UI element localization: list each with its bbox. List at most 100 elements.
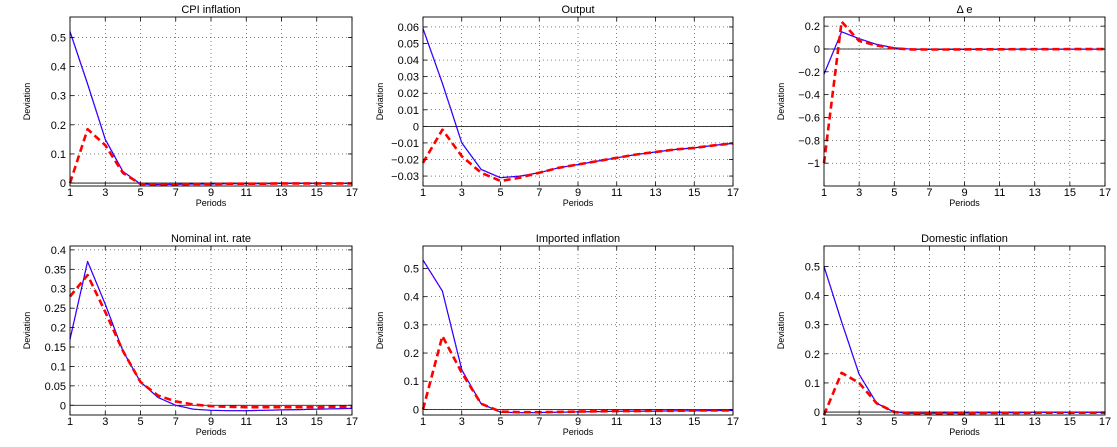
- subplot-3: 1 3 5 7 9 11 13 15 17−1−0.8−0.6−0.4−0.200.2Δ ePe…: [776, 4, 1111, 208]
- series-line-3: [822, 371, 1105, 416]
- x-tick-label: 3: [102, 416, 108, 428]
- x-tick-label: 5: [497, 187, 503, 199]
- series-line-3: [68, 273, 352, 409]
- y-tick-label: 0.1: [51, 149, 66, 161]
- y-axis-label: Deviation: [22, 312, 32, 350]
- x-tick-label: 15: [311, 416, 323, 428]
- y-tick-label: −0.4: [798, 90, 820, 102]
- y-tick-label: 0.1: [51, 361, 66, 373]
- x-tick-label: 7: [926, 416, 932, 428]
- y-tick-label: 0.2: [805, 21, 820, 33]
- y-tick-label: −1: [807, 158, 820, 170]
- series-line-2: [422, 28, 734, 179]
- x-tick-label: 5: [497, 416, 503, 428]
- x-tick-label: 11: [994, 416, 1005, 428]
- series-line-3: [822, 20, 1105, 164]
- chart-title: Nominal int. rate: [171, 233, 251, 245]
- y-tick-label: 0.04: [398, 55, 419, 67]
- x-tick-label: 3: [856, 187, 862, 199]
- y-tick-label: 0.3: [51, 284, 66, 296]
- y-axis-label: Deviation: [776, 83, 786, 121]
- series-line-1: [422, 28, 734, 179]
- y-axis-label: Deviation: [375, 83, 385, 121]
- y-tick-label: 0: [60, 400, 66, 412]
- y-tick-label: −0.2: [798, 67, 820, 79]
- y-tick-label: 0.02: [398, 88, 419, 100]
- y-tick-label: 0.01: [398, 105, 419, 117]
- chart-title: Imported inflation: [536, 233, 620, 245]
- x-tick-label: 1: [821, 187, 827, 199]
- x-tick-label: 13: [1029, 187, 1041, 199]
- y-tick-label: 0.06: [398, 22, 419, 34]
- y-tick-label: 0.05: [45, 381, 66, 393]
- series-line-3: [421, 128, 734, 183]
- x-tick-label: 3: [856, 416, 862, 428]
- x-tick-label: 11: [994, 187, 1005, 199]
- subplot-2: 1 3 5 7 9 11 13 15 17−0.03−0.02−0.0100.010.020.0…: [375, 4, 739, 208]
- x-tick-label: 7: [926, 187, 932, 199]
- chart-title: CPI inflation: [181, 4, 240, 16]
- y-tick-label: 0.5: [51, 32, 66, 44]
- x-tick-label: 7: [536, 416, 542, 428]
- y-axis-label: Deviation: [22, 83, 32, 121]
- y-tick-label: 0: [60, 178, 66, 190]
- x-tick-label: 17: [727, 416, 739, 428]
- x-tick-label: 9: [961, 416, 967, 428]
- x-tick-label: 3: [459, 416, 465, 428]
- y-tick-label: 0.3: [805, 320, 820, 332]
- y-tick-label: 0.2: [51, 120, 66, 132]
- x-tick-label: 5: [891, 416, 897, 428]
- x-tick-label: 17: [346, 416, 358, 428]
- y-tick-label: 0.03: [398, 72, 419, 84]
- chart-title: Δ e: [957, 4, 973, 16]
- y-tick-label: 0.2: [404, 348, 419, 360]
- x-tick-label: 13: [649, 416, 661, 428]
- series-line-3: [421, 334, 733, 414]
- x-tick-label: 7: [173, 416, 179, 428]
- x-axis-label: Periods: [949, 198, 980, 208]
- y-tick-label: 0: [814, 407, 820, 419]
- y-tick-label: 0.25: [45, 303, 66, 315]
- x-tick-label: 15: [688, 187, 700, 199]
- x-tick-label: 15: [1064, 416, 1076, 428]
- y-tick-label: 0: [413, 404, 419, 416]
- x-tick-label: 1: [67, 416, 73, 428]
- series-line-2: [422, 259, 733, 414]
- y-tick-label: 0: [413, 121, 419, 133]
- x-tick-label: 1: [420, 187, 426, 199]
- y-tick-label: 0.05: [398, 39, 419, 51]
- y-tick-label: −0.03: [391, 171, 419, 183]
- y-tick-label: −0.01: [391, 138, 419, 150]
- x-tick-label: 11: [241, 416, 252, 428]
- y-tick-label: 0.4: [51, 245, 66, 257]
- x-tick-label: 11: [241, 187, 252, 199]
- x-tick-label: 15: [688, 416, 700, 428]
- x-tick-label: 5: [137, 416, 143, 428]
- y-tick-label: 0.15: [45, 342, 66, 354]
- x-tick-label: 1: [821, 416, 827, 428]
- x-tick-label: 1: [420, 416, 426, 428]
- x-tick-label: 13: [1029, 416, 1041, 428]
- y-tick-label: 0.4: [51, 62, 66, 74]
- x-tick-label: 9: [575, 187, 581, 199]
- y-tick-label: 0.4: [805, 291, 820, 303]
- x-axis-label: Periods: [196, 198, 227, 208]
- x-tick-label: 3: [459, 187, 465, 199]
- y-tick-label: 0: [814, 44, 820, 56]
- series-line-1: [69, 260, 353, 412]
- x-tick-label: 11: [611, 416, 622, 428]
- y-axis-label: Deviation: [776, 312, 786, 350]
- x-tick-label: 9: [575, 416, 581, 428]
- x-axis-label: Periods: [949, 427, 980, 437]
- series-line-1: [823, 31, 1105, 75]
- x-tick-label: 13: [275, 187, 287, 199]
- y-tick-label: 0.3: [404, 320, 419, 332]
- y-tick-label: 0.2: [51, 323, 66, 335]
- x-axis-label: Periods: [563, 198, 594, 208]
- x-axis-label: Periods: [563, 427, 594, 437]
- chart-title: Domestic inflation: [921, 233, 1008, 245]
